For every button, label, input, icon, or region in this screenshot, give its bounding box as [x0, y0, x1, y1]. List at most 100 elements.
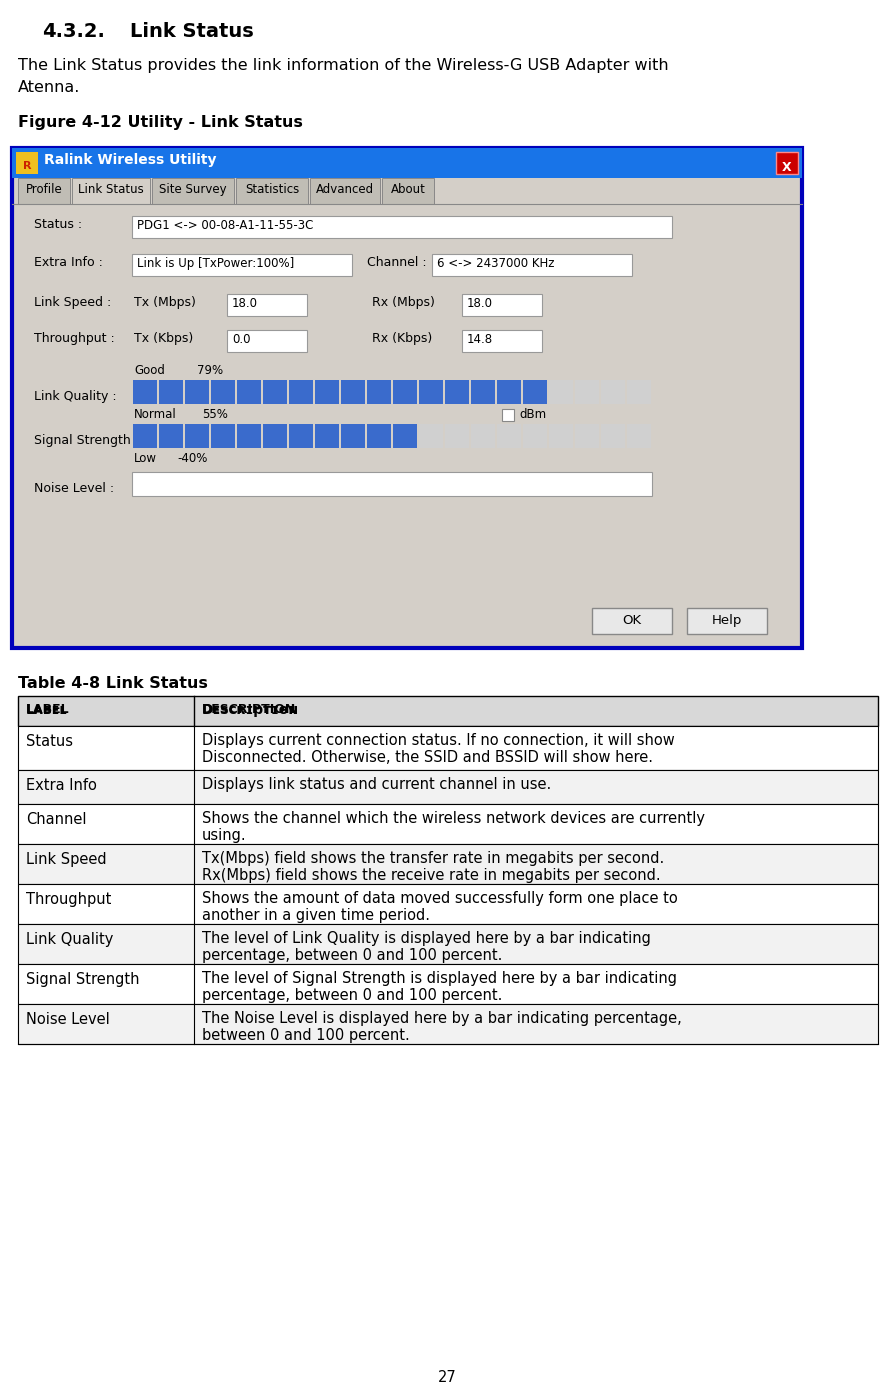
Text: Lᴀʙᴇʟ: Lᴀʙᴇʟ — [26, 703, 68, 717]
Text: The level of Link Quality is displayed here by a bar indicating: The level of Link Quality is displayed h… — [202, 931, 650, 946]
Bar — [775, 153, 797, 173]
Bar — [18, 178, 70, 204]
Text: Extra Info: Extra Info — [26, 778, 97, 793]
Text: between 0 and 100 percent.: between 0 and 100 percent. — [202, 1028, 409, 1043]
Text: 18.0: 18.0 — [467, 297, 493, 311]
Bar — [367, 380, 391, 404]
Bar — [418, 380, 443, 404]
Text: OK: OK — [621, 614, 641, 627]
Text: Disconnected. Otherwise, the SSID and BSSID will show here.: Disconnected. Otherwise, the SSID and BS… — [202, 750, 653, 766]
Text: Shows the channel which the wireless network devices are currently: Shows the channel which the wireless net… — [202, 811, 704, 827]
Text: Throughput: Throughput — [26, 892, 111, 907]
Text: Link Status: Link Status — [78, 183, 144, 196]
Bar — [461, 294, 542, 316]
Text: Advanced: Advanced — [316, 183, 374, 196]
Bar — [133, 380, 156, 404]
Bar — [131, 216, 671, 239]
Bar — [575, 380, 598, 404]
Text: 55%: 55% — [202, 408, 228, 422]
Bar — [131, 254, 351, 276]
Bar — [263, 380, 286, 404]
Text: percentage, between 0 and 100 percent.: percentage, between 0 and 100 percent. — [202, 988, 502, 1003]
Text: Figure 4-12 Utility - Link Status: Figure 4-12 Utility - Link Status — [18, 115, 302, 130]
Text: 14.8: 14.8 — [467, 333, 493, 345]
Bar — [263, 424, 286, 448]
Bar — [12, 148, 801, 648]
Bar — [461, 330, 542, 352]
Text: Link Speed :: Link Speed : — [34, 295, 111, 309]
Text: Channel: Channel — [26, 811, 87, 827]
Text: PDG1 <-> 00-08-A1-11-55-3C: PDG1 <-> 00-08-A1-11-55-3C — [137, 219, 313, 232]
Text: Rx(Mbps) field shows the receive rate in megabits per second.: Rx(Mbps) field shows the receive rate in… — [202, 868, 660, 884]
Text: Dᴇѕсʀɪртɪөɴ: Dᴇѕсʀɪртɪөɴ — [202, 703, 299, 717]
Text: Throughput :: Throughput : — [34, 331, 114, 345]
Bar — [601, 424, 624, 448]
Text: LABEL: LABEL — [26, 703, 70, 716]
Bar — [18, 725, 877, 770]
Text: 0.0: 0.0 — [232, 333, 250, 345]
Bar — [185, 380, 208, 404]
Text: Good: Good — [134, 363, 164, 377]
Bar — [227, 294, 307, 316]
Text: Link Quality: Link Quality — [26, 932, 114, 947]
Text: Displays link status and current channel in use.: Displays link status and current channel… — [202, 777, 551, 792]
Bar — [289, 380, 312, 404]
Text: Link is Up [TxPower:100%]: Link is Up [TxPower:100%] — [137, 257, 294, 270]
Bar — [418, 424, 443, 448]
Bar — [367, 424, 391, 448]
Text: Rx (Mbps): Rx (Mbps) — [372, 295, 434, 309]
Bar — [237, 380, 260, 404]
Bar — [159, 380, 182, 404]
Text: R: R — [22, 161, 31, 171]
Bar — [432, 254, 631, 276]
Bar — [444, 380, 468, 404]
Text: Displays current connection status. If no connection, it will show: Displays current connection status. If n… — [202, 732, 674, 748]
Bar — [159, 424, 182, 448]
Text: About: About — [390, 183, 425, 196]
Bar — [227, 330, 307, 352]
Bar — [549, 380, 572, 404]
Text: 4.3.2.: 4.3.2. — [42, 22, 105, 42]
Bar — [12, 148, 801, 178]
Bar — [392, 424, 417, 448]
Bar — [237, 424, 260, 448]
Text: Signal Strength: Signal Strength — [26, 972, 139, 988]
Text: 79%: 79% — [197, 363, 223, 377]
Bar — [309, 178, 380, 204]
Bar — [289, 424, 312, 448]
Text: percentage, between 0 and 100 percent.: percentage, between 0 and 100 percent. — [202, 947, 502, 963]
Text: Rx (Kbps): Rx (Kbps) — [372, 331, 432, 345]
Text: Tx (Mbps): Tx (Mbps) — [134, 295, 196, 309]
Text: Shows the amount of data moved successfully form one place to: Shows the amount of data moved successfu… — [202, 890, 677, 906]
Bar — [18, 804, 877, 845]
Bar — [687, 608, 766, 634]
Bar — [341, 424, 365, 448]
Text: Link Speed: Link Speed — [26, 852, 106, 867]
Text: Help: Help — [711, 614, 741, 627]
Text: Profile: Profile — [26, 183, 63, 196]
Bar — [211, 380, 234, 404]
Text: Status: Status — [26, 734, 73, 749]
Text: X: X — [781, 161, 791, 173]
Text: Ralink Wireless Utility: Ralink Wireless Utility — [44, 153, 216, 166]
Bar — [18, 845, 877, 884]
Text: Status :: Status : — [34, 218, 82, 232]
Text: dBm: dBm — [519, 408, 545, 422]
Text: Atenna.: Atenna. — [18, 80, 80, 94]
Text: Noise Level: Noise Level — [26, 1013, 110, 1026]
Text: Normal: Normal — [134, 408, 176, 422]
Bar — [18, 924, 877, 964]
Text: 27: 27 — [437, 1370, 456, 1386]
Bar — [18, 770, 877, 804]
Bar — [471, 380, 494, 404]
Text: The level of Signal Strength is displayed here by a bar indicating: The level of Signal Strength is displaye… — [202, 971, 676, 986]
Bar — [185, 424, 208, 448]
Bar — [497, 424, 520, 448]
Bar — [236, 178, 308, 204]
Text: -40%: -40% — [177, 452, 207, 465]
Bar — [131, 472, 651, 497]
Bar — [133, 424, 156, 448]
Bar — [471, 424, 494, 448]
Text: 6 <-> 2437000 KHz: 6 <-> 2437000 KHz — [436, 257, 554, 270]
Bar — [18, 696, 877, 725]
